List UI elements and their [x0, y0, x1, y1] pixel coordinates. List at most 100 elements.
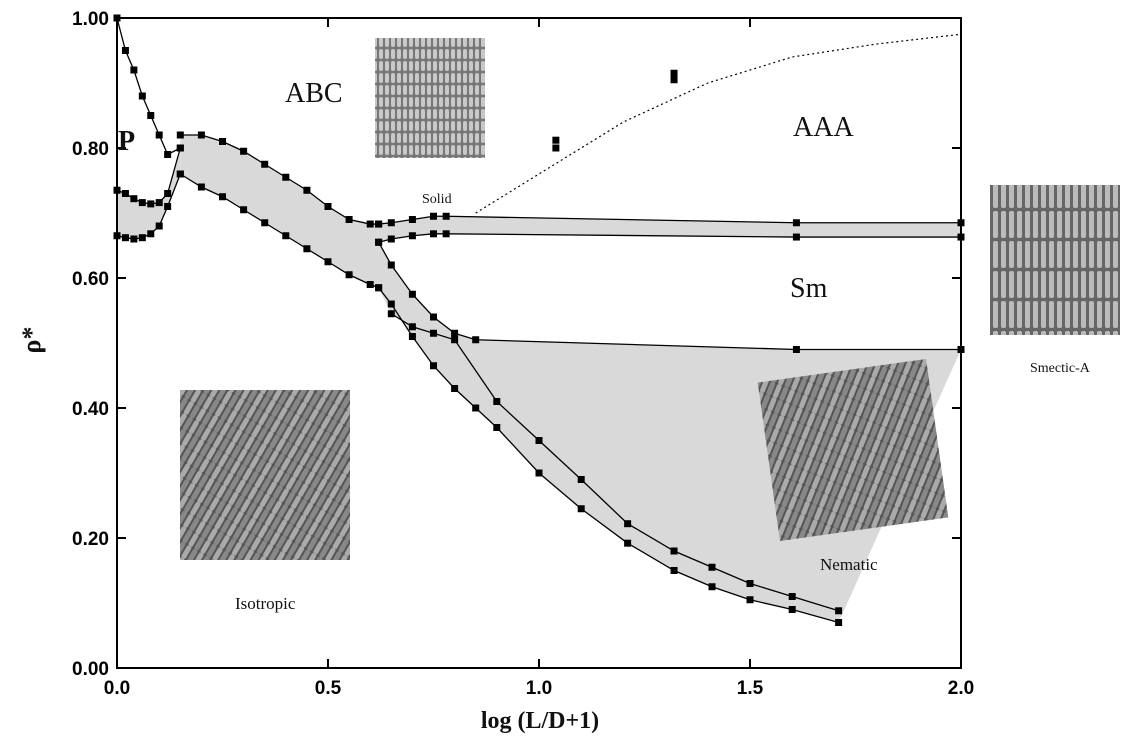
isotropic-image [180, 390, 350, 560]
data-point [430, 362, 437, 369]
data-point [219, 193, 226, 200]
data-point [409, 333, 416, 340]
nematic-image [758, 359, 949, 541]
y-axis-label: ρ* [17, 327, 46, 354]
data-point [375, 221, 382, 228]
data-point [130, 236, 137, 243]
data-point [443, 213, 450, 220]
data-point [578, 476, 585, 483]
annotation: AAA [793, 112, 854, 143]
data-point [375, 239, 382, 246]
data-point [375, 284, 382, 291]
data-point [122, 47, 129, 54]
data-point [282, 232, 289, 239]
data-point [536, 437, 543, 444]
data-point [451, 336, 458, 343]
data-point [451, 385, 458, 392]
y-tick-label: 0.80 [72, 139, 109, 160]
data-point [709, 564, 716, 571]
annotation: P [118, 126, 135, 157]
annotation: ABC [285, 78, 343, 109]
data-point [198, 184, 205, 191]
y-tick-label: 1.00 [72, 9, 109, 30]
data-point [835, 607, 842, 614]
data-point [472, 405, 479, 412]
y-tick-label: 0.40 [72, 399, 109, 420]
data-point [240, 206, 247, 213]
y-tick-label: 0.20 [72, 529, 109, 550]
data-point [240, 148, 247, 155]
x-tick-label: 1.5 [737, 678, 764, 699]
data-point [147, 112, 154, 119]
data-point [114, 187, 121, 194]
data-point [958, 219, 965, 226]
data-point [198, 132, 205, 139]
data-point [261, 219, 268, 226]
data-point [793, 219, 800, 226]
data-point [156, 223, 163, 230]
boundary-line [476, 34, 961, 213]
data-point [164, 203, 171, 210]
data-point [282, 174, 289, 181]
data-point [164, 190, 171, 197]
data-point [122, 234, 129, 241]
solid-image [375, 38, 485, 158]
data-point [793, 346, 800, 353]
x-tick-label: 2.0 [948, 678, 974, 699]
data-point [177, 132, 184, 139]
data-point [789, 593, 796, 600]
data-point [958, 234, 965, 241]
data-point [409, 216, 416, 223]
data-point [430, 314, 437, 321]
data-point [388, 219, 395, 226]
data-point [139, 93, 146, 100]
data-point [493, 398, 500, 405]
data-point [346, 216, 353, 223]
data-point [472, 336, 479, 343]
data-point [443, 230, 450, 237]
data-point [671, 548, 678, 555]
data-point [303, 245, 310, 252]
data-point [219, 138, 226, 145]
data-point [578, 505, 585, 512]
data-point [122, 190, 129, 197]
data-point [451, 330, 458, 337]
data-point [325, 258, 332, 265]
data-point [303, 187, 310, 194]
data-point [552, 145, 559, 152]
x-tick-label: 1.0 [526, 678, 552, 699]
data-point [536, 470, 543, 477]
chart: 0.000.200.400.600.801.000.00.51.01.52.0 … [0, 0, 1125, 736]
data-point [367, 221, 374, 228]
smectic-image [990, 185, 1120, 335]
data-point [552, 137, 559, 144]
data-point [709, 583, 716, 590]
y-tick-label: 0.00 [72, 659, 109, 680]
data-point [747, 596, 754, 603]
data-point [156, 199, 163, 206]
data-point [793, 234, 800, 241]
data-point [114, 232, 121, 239]
data-point [430, 330, 437, 337]
annotation: Nematic [820, 555, 878, 574]
data-point [624, 540, 631, 547]
data-point [430, 230, 437, 237]
data-point [671, 567, 678, 574]
data-point [156, 132, 163, 139]
data-point [114, 15, 121, 22]
data-point [367, 281, 374, 288]
data-point [388, 301, 395, 308]
annotation: Solid [422, 192, 452, 207]
y-tick-label: 0.60 [72, 269, 109, 290]
data-point [130, 195, 137, 202]
data-point [261, 161, 268, 168]
data-point [130, 67, 137, 74]
data-point [409, 291, 416, 298]
data-point [177, 145, 184, 152]
data-point [388, 310, 395, 317]
data-point [958, 346, 965, 353]
data-point [409, 323, 416, 330]
data-point [671, 76, 678, 83]
coexistence-region [180, 135, 378, 288]
data-point [835, 619, 842, 626]
